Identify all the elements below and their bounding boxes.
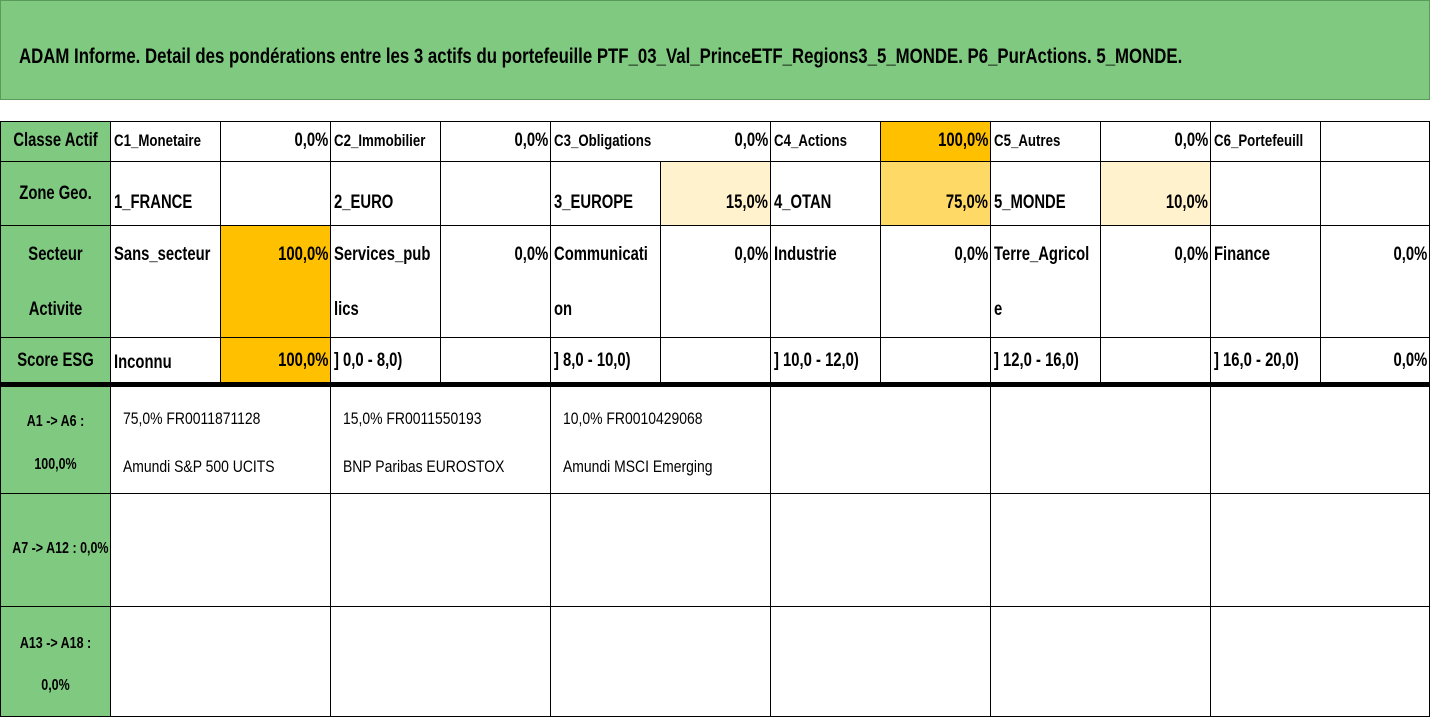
esg-name-5: ] 12,0 - 16,0) xyxy=(991,338,1101,383)
secteur-name-2: Services_pub lics xyxy=(331,226,441,338)
zone-geo-value-2 xyxy=(441,162,551,226)
secteur-name-5: Terre_Agricol e xyxy=(991,226,1101,338)
asset-cell-14 xyxy=(331,607,551,717)
asset-cell-18 xyxy=(1211,607,1430,717)
classe-actif-value-6 xyxy=(1321,122,1430,162)
esg-name-2: ] 0,0 - 8,0) xyxy=(331,338,441,383)
esg-name-3: ] 8,0 - 10,0) xyxy=(551,338,661,383)
zone-geo-name-5: 5_MONDE xyxy=(991,162,1101,226)
classe-actif-name-1: C1_Monetaire xyxy=(111,122,221,162)
esg-value-4 xyxy=(881,338,991,383)
zone-geo-name-3: 3_EUROPE xyxy=(551,162,661,226)
zone-geo-value-1 xyxy=(221,162,331,226)
zone-geo-name-1: 1_FRANCE xyxy=(111,162,221,226)
row-label-classe-actif: Classe Actif xyxy=(0,122,111,162)
asset-cell-12 xyxy=(1211,494,1430,607)
asset-cell-8 xyxy=(331,494,551,607)
esg-name-1: Inconnu xyxy=(111,338,221,383)
secteur-value-5: 0,0% xyxy=(1101,226,1211,338)
classe-actif-name-5: C5_Autres xyxy=(991,122,1101,162)
asset-cell-13 xyxy=(111,607,331,717)
zone-geo-name-2: 2_EURO xyxy=(331,162,441,226)
asset-cell-11 xyxy=(991,494,1211,607)
asset-cell-1: 75,0% FR0011871128 Amundi S&P 500 UCITS xyxy=(111,387,331,494)
zone-geo-value-4: 75,0% xyxy=(881,162,991,226)
classe-actif-value-1: 0,0% xyxy=(221,122,331,162)
secteur-value-6: 0,0% xyxy=(1321,226,1430,338)
asset-group-label-a1-a6: A1 -> A6 : 100,0% xyxy=(0,387,111,494)
secteur-value-1: 100,0% xyxy=(221,226,331,338)
asset-cell-3: 10,0% FR0010429068 Amundi MSCI Emerging xyxy=(551,387,771,494)
row-label-score-esg: Score ESG xyxy=(0,338,111,383)
esg-value-5 xyxy=(1101,338,1211,383)
classe-actif-name-6: C6_Portefeuill xyxy=(1211,122,1321,162)
secteur-value-3: 0,0% xyxy=(661,226,771,338)
asset-cell-7 xyxy=(111,494,331,607)
asset-group-label-a7-a12: A7 -> A12 : 0,0% xyxy=(0,494,111,607)
esg-value-6: 0,0% xyxy=(1321,338,1430,383)
row-label-zone-geo: Zone Geo. xyxy=(0,162,111,226)
classe-actif-value-2: 0,0% xyxy=(441,122,551,162)
esg-name-6: ] 16,0 - 20,0) xyxy=(1211,338,1321,383)
asset-cell-17 xyxy=(991,607,1211,717)
report-title-bar: ADAM Informe. Detail des pondérations en… xyxy=(0,0,1430,100)
classe-actif-value-3: 0,0% xyxy=(661,122,771,162)
classe-actif-name-4: C4_Actions xyxy=(771,122,881,162)
report-title: ADAM Informe. Detail des pondérations en… xyxy=(19,45,1183,68)
secteur-value-2: 0,0% xyxy=(441,226,551,338)
zone-geo-name-4: 4_OTAN xyxy=(771,162,881,226)
secteur-name-6: Finance xyxy=(1211,226,1321,338)
asset-cell-9 xyxy=(551,494,771,607)
zone-geo-name-6 xyxy=(1211,162,1321,226)
asset-group-label-a13-a18: A13 -> A18 : 0,0% xyxy=(0,607,111,717)
esg-value-2 xyxy=(441,338,551,383)
secteur-value-4: 0,0% xyxy=(881,226,991,338)
section-divider xyxy=(0,383,1430,387)
asset-cell-4 xyxy=(771,387,991,494)
classe-actif-value-4: 100,0% xyxy=(881,122,991,162)
zone-geo-value-3: 15,0% xyxy=(661,162,771,226)
secteur-name-3: Communicati on xyxy=(551,226,661,338)
asset-cell-15 xyxy=(551,607,771,717)
esg-value-3 xyxy=(661,338,771,383)
asset-cell-10 xyxy=(771,494,991,607)
esg-name-4: ] 10,0 - 12,0) xyxy=(771,338,881,383)
asset-cell-6 xyxy=(1211,387,1430,494)
classe-actif-value-5: 0,0% xyxy=(1101,122,1211,162)
asset-cell-16 xyxy=(771,607,991,717)
esg-value-1: 100,0% xyxy=(221,338,331,383)
classe-actif-name-2: C2_Immobilier xyxy=(331,122,441,162)
asset-cell-2: 15,0% FR0011550193 BNP Paribas EUROSTOX xyxy=(331,387,551,494)
secteur-name-4: Industrie xyxy=(771,226,881,338)
asset-cell-5 xyxy=(991,387,1211,494)
secteur-name-1: Sans_secteur xyxy=(111,226,221,338)
grid-top-border xyxy=(0,121,1430,122)
grid-left-border xyxy=(0,122,1,717)
zone-geo-value-6 xyxy=(1321,162,1430,226)
row-label-secteur-activite: Secteur Activite xyxy=(0,226,111,338)
zone-geo-value-5: 10,0% xyxy=(1101,162,1211,226)
